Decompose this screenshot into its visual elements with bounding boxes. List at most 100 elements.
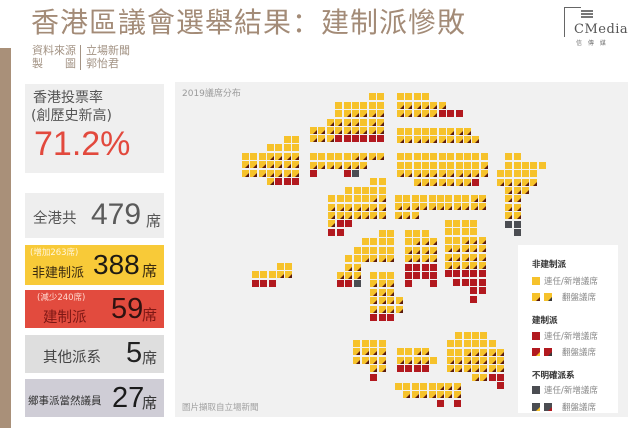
seat-square [377,93,385,101]
seat-square [413,136,421,144]
seat-square [445,203,453,211]
seat-square [275,169,283,177]
yellow-flipped-square-icon [532,292,540,301]
seat-square [421,161,429,169]
seat-square [521,178,529,186]
seat-square [352,101,359,109]
seat-square [387,246,395,254]
seat-square [421,230,429,237]
seat-square [455,110,463,118]
seat-square [345,255,353,263]
seat-square [292,144,300,152]
seat-square [463,178,471,186]
seat-square [318,161,326,169]
seat-square [413,161,421,169]
seat-square [352,153,359,161]
seat-square [370,178,378,186]
seat-square [430,356,438,364]
seat-square [275,161,283,169]
seat-square [445,245,452,253]
seat-square [405,161,413,169]
seat-square [396,170,404,178]
seat-square [462,203,470,211]
logo-subtitle: 信 傳 媒 [576,40,608,47]
legend-item: 翻盤議席 [532,292,596,303]
seat-square [352,135,359,143]
seat-square [420,203,428,211]
seat-square [326,153,334,161]
seat-square [463,348,471,356]
seat-square [453,391,461,399]
pro-democracy-card: (增加263席) 非建制派 388 席 [25,245,164,285]
legend-item: 翻盤議席 [532,402,596,413]
seat-square [368,93,376,101]
seat-square [453,195,461,202]
seat-square [530,178,538,186]
seat-square [361,356,369,364]
seat-square [472,170,480,178]
seat-square [370,280,378,288]
seat-square [378,288,386,296]
seat-square [461,228,469,236]
seat-square [405,153,413,161]
seat-square [413,263,421,271]
seat-square [488,365,496,373]
seat-square [496,178,504,186]
seat-square [396,93,404,101]
seat-square [470,287,478,295]
seat-square [405,272,412,279]
gray-square-icon [532,385,540,394]
seat-square [378,356,386,364]
seat-square [352,126,359,134]
seat-square [405,246,412,254]
seat-square [361,255,369,263]
seat-square [471,365,479,373]
seat-square [318,153,326,161]
seat-square [310,170,317,178]
seat-square [513,161,521,169]
legend-label: 連任/新增議席 [544,331,598,342]
seat-square [353,211,361,219]
seat-square [438,153,446,161]
seat-square [413,230,421,237]
seat-square [360,126,368,134]
legend-label: 翻盤議席 [562,347,597,358]
seat-square [370,348,378,356]
turnout-note: (創歷史新高) [31,108,112,124]
seat-square [405,280,412,288]
seat-square [353,186,361,194]
seat-square [266,152,274,160]
seat-square [387,280,395,288]
seat-square [241,161,249,169]
seat-square [360,135,368,143]
seat-square [480,356,488,364]
seat-square [430,280,438,288]
seat-unit: 席 [142,306,158,324]
seat-square [310,161,317,169]
seat-square [430,246,438,254]
seat-square [428,382,436,390]
rural-ex-officio-value: 27 [112,382,145,414]
seat-square [343,170,351,178]
seat-square [370,211,378,219]
seat-square [353,263,361,271]
seat-square [445,253,452,261]
seat-square [455,161,463,169]
seat-square [370,238,378,246]
seat-square [445,262,452,269]
seat-square [377,153,385,161]
seat-square [378,195,386,203]
seat-square [353,348,361,356]
seat-square [453,382,461,390]
seat-square [345,280,353,288]
seat-square [480,340,488,348]
seat-square [378,365,386,373]
seat-square [445,391,453,399]
seat-square [455,348,463,356]
seat-square [345,186,353,194]
seat-square [387,230,395,237]
seat-square [463,340,471,348]
seat-square [413,110,421,118]
seat-square [421,238,429,246]
seat-square [396,153,404,161]
